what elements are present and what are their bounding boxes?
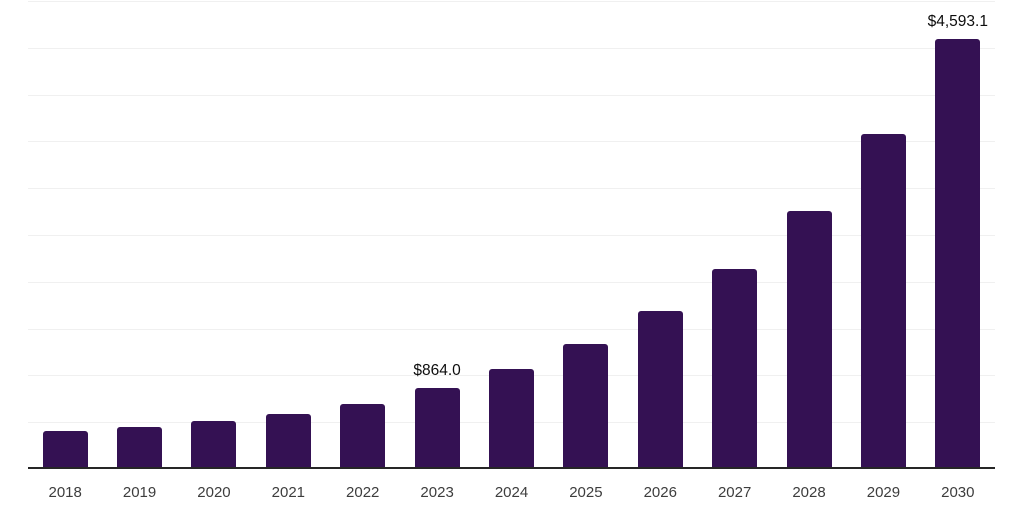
x-tick-label-2023: 2023 bbox=[420, 484, 454, 501]
bar-2022 bbox=[340, 404, 386, 469]
x-tick-label-2028: 2028 bbox=[792, 484, 826, 501]
gridline-4500 bbox=[28, 47, 995, 49]
bar-2018 bbox=[42, 431, 88, 469]
bar-2021 bbox=[265, 414, 311, 469]
gridline-4000 bbox=[28, 94, 995, 96]
x-tick-label-2026: 2026 bbox=[643, 484, 677, 501]
value-label-2030: $4,593.1 bbox=[927, 13, 988, 31]
x-tick-label-2019: 2019 bbox=[122, 484, 157, 501]
bar-2027 bbox=[712, 269, 758, 469]
bar-2020 bbox=[191, 421, 237, 469]
x-tick-label-2030: 2030 bbox=[941, 484, 975, 501]
x-tick-label-2018: 2018 bbox=[48, 484, 82, 501]
plot-area: $864.0 $4,593.1 bbox=[28, 0, 995, 469]
bar-2024 bbox=[489, 369, 534, 469]
x-tick-label-2021: 2021 bbox=[271, 484, 306, 501]
gridline-1500 bbox=[28, 328, 995, 330]
gridline-5000 bbox=[28, 1, 995, 2]
x-tick-label-2025: 2025 bbox=[569, 484, 603, 501]
bar-2030 bbox=[935, 39, 981, 469]
gridline-2500 bbox=[28, 235, 995, 236]
bar-2026 bbox=[637, 311, 683, 469]
x-tick-label-2027: 2027 bbox=[717, 484, 752, 501]
x-tick-label-2022: 2022 bbox=[346, 484, 380, 501]
gridline-2000 bbox=[28, 281, 995, 283]
bar-2029 bbox=[860, 134, 906, 469]
gridline-3000 bbox=[28, 188, 995, 190]
x-tick-label-2029: 2029 bbox=[866, 484, 901, 501]
gridline-3500 bbox=[28, 141, 995, 143]
bar-2028 bbox=[786, 211, 832, 469]
bar-2019 bbox=[117, 426, 163, 469]
value-label-2023: $864.0 bbox=[413, 362, 461, 380]
x-tick-label-2024: 2024 bbox=[494, 484, 529, 501]
bar-2025 bbox=[563, 344, 609, 469]
bar-2023 bbox=[414, 388, 460, 469]
x-axis-line bbox=[28, 467, 995, 469]
x-tick-label-2020: 2020 bbox=[197, 484, 231, 501]
